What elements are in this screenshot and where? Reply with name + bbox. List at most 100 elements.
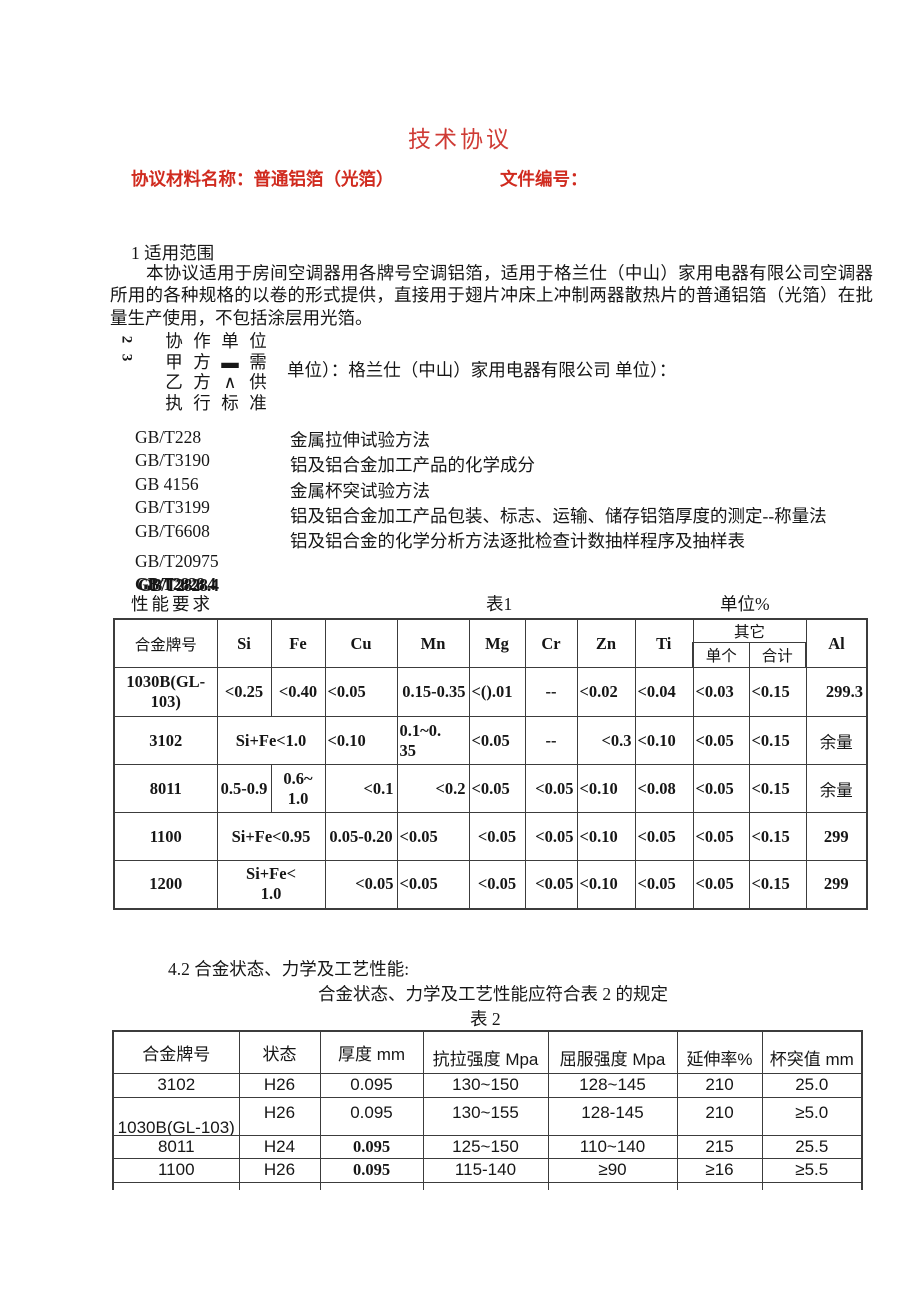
mechanical-properties-table: 合金牌号 状态 厚度 mm 抗拉强度 Mpa 屈服强度 Mpa 延伸率% 杯突值 mm 310… bbox=[112, 1030, 863, 1190]
table1-cell: <0.05 bbox=[692, 716, 750, 765]
table2-cell: 130~150 bbox=[422, 1072, 549, 1098]
section-42-heading: 4.2 合金状态、力学及工艺性能: bbox=[168, 959, 410, 979]
table2-header: 厚度 mm bbox=[319, 1030, 424, 1074]
standard-code: GB 4156 bbox=[135, 473, 199, 494]
table1-cell: 1100 bbox=[113, 812, 218, 861]
table2-header: 延伸率% bbox=[676, 1030, 763, 1074]
table2-row: 3102 H26 0.095 130~150 128~145 210 25.0 bbox=[112, 1072, 863, 1098]
table1-cell: 299 bbox=[805, 860, 869, 910]
table1-cell: 0.5-0.9 bbox=[216, 764, 272, 813]
table1-cell: Si+Fe<0.95 bbox=[216, 812, 326, 861]
table1-header-element: Cu bbox=[324, 618, 398, 668]
table2-cutoff-row bbox=[112, 1181, 863, 1190]
table1-cell: -- bbox=[524, 667, 578, 717]
table2-caption: 表 2 bbox=[470, 1009, 501, 1029]
table1-row: 1200 Si+Fe< 1.0 <0.05 <0.05 <0.05 <0.05 <0.10 <… bbox=[113, 860, 869, 910]
table2-header: 状态 bbox=[238, 1030, 321, 1074]
table1-cell: <0.05 bbox=[634, 860, 694, 910]
standard-description: 金属杯突试验方法 bbox=[290, 480, 430, 501]
standard-code: GB/T3190 bbox=[135, 450, 210, 471]
table2-cell: 110~140 bbox=[547, 1134, 678, 1159]
table2-cell: 1100 bbox=[112, 1157, 240, 1183]
table1-cell: <0.03 bbox=[692, 667, 750, 717]
table1-cell: <0.15 bbox=[748, 764, 807, 813]
table1-cell: <0.05 bbox=[692, 812, 750, 861]
standards-descriptions-column: 金属拉伸试验方法铝及铝合金加工产品的化学成分 金属杯突试验方法铝及铝合金加工产品包… bbox=[290, 428, 910, 554]
table1-cell: 8011 bbox=[113, 764, 218, 813]
table2-cutoff-cell bbox=[547, 1181, 678, 1190]
vertical-grid-char: 方 bbox=[193, 372, 211, 392]
vertical-grid-char: 甲 bbox=[165, 351, 183, 372]
table1-header-other-sub: 单个 bbox=[692, 642, 750, 668]
standard-description: 金属拉伸试验方法 bbox=[290, 430, 430, 450]
table1-cell: <0.15 bbox=[748, 860, 807, 910]
table2-cutoff-cell bbox=[238, 1181, 321, 1190]
table1-cell: <0.40 bbox=[270, 667, 326, 717]
table2-cell: 210 bbox=[676, 1072, 763, 1098]
section-1-paragraph: 本协议适用于房间空调器用各牌号空调铝箔，适用于格兰仕（中山）家用电器有限公司空调… bbox=[110, 263, 873, 328]
table2-cell: 0.095 bbox=[319, 1096, 424, 1136]
table1-cell: <0.05 bbox=[468, 812, 526, 861]
table2-cell: ≥90 bbox=[547, 1157, 678, 1183]
table2-header: 合金牌号 bbox=[112, 1030, 240, 1074]
table1-header-al: Al bbox=[805, 618, 869, 668]
table2-cell: 3102 bbox=[112, 1072, 240, 1098]
table1-cell: <0.05 bbox=[468, 716, 526, 765]
table1-cell: 0.1~0. 35 bbox=[396, 716, 470, 765]
doc-number-label: 文件编号： bbox=[500, 169, 588, 189]
table1-cell: 1200 bbox=[113, 860, 218, 910]
table2-cell: 125~150 bbox=[422, 1134, 549, 1159]
table1-cell: <0.05 bbox=[324, 860, 398, 910]
table2-header: 抗拉强度 Mpa bbox=[422, 1030, 549, 1074]
table1-cell: <0.10 bbox=[576, 812, 636, 861]
table2-cutoff-cell bbox=[422, 1181, 549, 1190]
standard-code: GB/T6608 bbox=[135, 520, 210, 541]
vertical-grid-char: 行 bbox=[193, 392, 211, 413]
standard-code-garbled: GB/T2828.4 bbox=[135, 573, 218, 598]
standard-code: GB/T20975 bbox=[135, 551, 219, 572]
table1-cell: <0.05 bbox=[634, 812, 694, 861]
table2-cell: 8011 bbox=[112, 1134, 240, 1159]
vertical-grid-char: 乙 bbox=[165, 372, 183, 392]
meta-line: 协议材料名称：普通铝箔（光箔） 文件编号： bbox=[0, 166, 920, 190]
table1-cell: <0.08 bbox=[634, 764, 694, 813]
table1-cell: 0.6~ 1.0 bbox=[270, 764, 326, 813]
table1-header-element: Ti bbox=[634, 618, 694, 668]
table1-caption-center: 表1 bbox=[486, 594, 513, 614]
table1-cell: <0.05 bbox=[396, 812, 470, 861]
table1-header-other-sub: 合计 bbox=[748, 642, 808, 668]
page-title: 技术协议 bbox=[408, 127, 512, 152]
table1-cell: <0.10 bbox=[634, 716, 694, 765]
table2-cell: 115-140 bbox=[422, 1157, 549, 1183]
table1-cell: <0.05 bbox=[396, 860, 470, 910]
table1-cell: <0.15 bbox=[748, 716, 807, 765]
table1-cell: 余量 bbox=[805, 716, 869, 765]
table1-row: 1100 Si+Fe<0.95 0.05-0.20 <0.05 <0.05 <0.05 <0… bbox=[113, 812, 869, 861]
table1-cell: <().01 bbox=[468, 667, 526, 717]
table1-cell: 299.3 bbox=[805, 667, 869, 717]
vertical-grid-char: 需 bbox=[249, 351, 267, 372]
table1-cell: <0.15 bbox=[748, 667, 807, 717]
table1-row: 3102 Si+Fe<1.0 <0.10 0.1~0. 35 <0.05 -- <0.3 <0… bbox=[113, 716, 869, 765]
vertical-grid-char: 执 bbox=[165, 392, 183, 413]
party-units-line: 单位）：格兰仕（中山）家用电器有限公司 单位）： bbox=[287, 360, 677, 380]
table2-cell: 25.5 bbox=[761, 1134, 863, 1159]
standard-description: 铝及铝合金加工产品的化学成分 bbox=[290, 455, 535, 476]
table1-cell: 3102 bbox=[113, 716, 218, 765]
table2-row: 1100 H26 0.095 115-140 ≥90 ≥16 ≥5.5 bbox=[112, 1157, 863, 1183]
table1-cell: 0.15-0.35 bbox=[396, 667, 470, 717]
table2-row: 8011 H24 0.095 125~150 110~140 215 25.5 bbox=[112, 1134, 863, 1159]
standard-code: GB/T2828.4 bbox=[135, 573, 285, 598]
material-name-label: 协议材料名称：普通铝箔（光箔） bbox=[131, 169, 394, 189]
vertical-grid-char: ▬ bbox=[221, 351, 239, 372]
standard-description: 铝及铝合金加工产品包装、标志、运输、储存铝箔厚度的测定--称量法 bbox=[290, 505, 827, 526]
vertical-text-grid: 协作单位甲方 ▬ 需乙方 ∧ 供执行标准 bbox=[160, 331, 272, 413]
vertical-grid-char: 位 bbox=[249, 331, 267, 351]
table2-cell: H24 bbox=[238, 1134, 321, 1159]
table2-cell: 215 bbox=[676, 1134, 763, 1159]
table2-cell: 128~145 bbox=[547, 1072, 678, 1098]
standard-description: 铝及铝合金的化学分析方法逐批检查计数抽样程序及抽样表 bbox=[290, 531, 745, 552]
table1-header-element: Mg bbox=[468, 618, 526, 668]
table2-row: 1030B(GL-103) H26 0.095 130~155 128-145 210 ≥5… bbox=[112, 1096, 863, 1136]
table1-cell: <0.3 bbox=[576, 716, 636, 765]
